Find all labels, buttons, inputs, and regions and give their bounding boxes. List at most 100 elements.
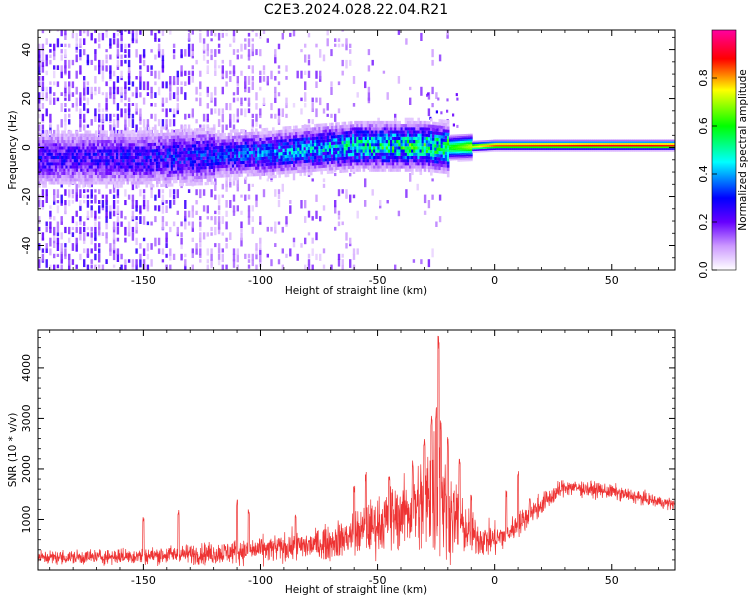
- heatmap-cell: [166, 183, 170, 187]
- heatmap-cell: [166, 170, 170, 174]
- heatmap-cell: [124, 81, 127, 89]
- heatmap-cell: [240, 167, 243, 171]
- heatmap-cell: [444, 148, 448, 152]
- heatmap-cell: [217, 259, 221, 266]
- heatmap-cell: [112, 264, 116, 268]
- heatmap-cell: [116, 216, 120, 223]
- heatmap-cell: [135, 49, 138, 58]
- heatmap-cell: [185, 135, 189, 139]
- heatmap-cell: [299, 131, 302, 135]
- heatmap-cell: [63, 159, 66, 163]
- heatmap-cell: [49, 248, 52, 256]
- heatmap-cell: [98, 43, 101, 49]
- heatmap-cell: [419, 140, 423, 144]
- heatmap-cell: [337, 216, 341, 220]
- heatmap-cell: [465, 142, 469, 145]
- heatmap-cell: [255, 160, 258, 164]
- heatmap-cell: [103, 162, 106, 166]
- heatmap-cell: [326, 103, 329, 111]
- heatmap-cell: [495, 149, 498, 152]
- heatmap-cell: [52, 146, 56, 150]
- heatmap-cell: [103, 159, 106, 163]
- heatmap-cell: [280, 148, 283, 153]
- heatmap-cell: [267, 149, 271, 154]
- heatmap-cell: [41, 189, 45, 198]
- heatmap-cell: [151, 177, 155, 181]
- heatmap-cell: [177, 170, 180, 174]
- heatmap-cell: [322, 158, 326, 162]
- heatmap-cell: [495, 139, 498, 142]
- heatmap-cell: [181, 160, 184, 164]
- heatmap-cell: [135, 76, 138, 80]
- heatmap-cell: [398, 165, 401, 169]
- heatmap-cell: [328, 154, 332, 158]
- heatmap-cell: [99, 155, 102, 160]
- heatmap-cell: [160, 161, 163, 165]
- heatmap-cell: [156, 136, 159, 140]
- heatmap-cell: [38, 81, 41, 88]
- heatmap-cell: [356, 146, 359, 150]
- heatmap-cell: [49, 30, 52, 32]
- heatmap-cell: [337, 144, 340, 148]
- heatmap-cell: [210, 169, 214, 173]
- heatmap-cell: [60, 253, 63, 261]
- heatmap-cell: [459, 139, 463, 142]
- heatmap-cell: [396, 133, 399, 137]
- heatmap-cell: [286, 129, 290, 133]
- heatmap-cell: [415, 155, 418, 160]
- heatmap-cell: [326, 30, 329, 36]
- heatmap-cell: [200, 175, 203, 179]
- heatmap-cell: [371, 155, 374, 160]
- heatmap-cell: [198, 150, 201, 154]
- heatmap-cell: [160, 142, 163, 146]
- heatmap-cell: [244, 157, 248, 161]
- heatmap-cell: [112, 221, 116, 230]
- heatmap-cell: [63, 175, 66, 179]
- heatmap-cell: [328, 170, 332, 174]
- heatmap-cell: [286, 164, 290, 168]
- heatmap-cell: [149, 133, 153, 137]
- heatmap-cell: [52, 171, 56, 175]
- heatmap-cell: [315, 108, 318, 118]
- heatmap-cell: [232, 178, 236, 186]
- heatmap-cell: [49, 113, 52, 123]
- heatmap-cell: [453, 136, 456, 138]
- heatmap-cell: [440, 151, 444, 155]
- heatmap-cell: [75, 159, 79, 163]
- heatmap-cell: [97, 149, 100, 153]
- heatmap-cell: [67, 143, 71, 147]
- heatmap-cell: [44, 143, 47, 147]
- heatmap-cell: [463, 144, 467, 147]
- heatmap-cell: [151, 152, 155, 156]
- heatmap-cell: [345, 232, 348, 241]
- heatmap-cell: [199, 92, 202, 97]
- heatmap-cell: [105, 210, 108, 218]
- heatmap-cell: [431, 194, 434, 200]
- heatmap-cell: [457, 151, 460, 154]
- heatmap-cell: [120, 140, 123, 144]
- heatmap-cell: [309, 165, 313, 169]
- heatmap-cell: [349, 165, 353, 169]
- heatmap-cell: [265, 150, 269, 154]
- heatmap-cell: [103, 171, 106, 175]
- heatmap-cell: [364, 162, 368, 166]
- heatmap-cell: [94, 181, 98, 185]
- heatmap-cell: [42, 165, 45, 169]
- heatmap-cell: [198, 166, 201, 170]
- heatmap-cell: [402, 133, 406, 137]
- heatmap-cell: [164, 135, 168, 140]
- heatmap-cell: [181, 144, 184, 148]
- heatmap-cell: [337, 147, 340, 151]
- heatmap-cell: [175, 129, 178, 133]
- heatmap-cell: [212, 181, 216, 185]
- heatmap-cell: [139, 205, 142, 214]
- heatmap-cell: [212, 175, 216, 179]
- heatmap-cell: [385, 130, 389, 134]
- heatmap-cell: [276, 165, 279, 169]
- heatmap-cell: [438, 144, 442, 148]
- heatmap-cell: [390, 127, 393, 131]
- heatmap-cell: [184, 70, 187, 76]
- heatmap-cell: [322, 248, 326, 254]
- heatmap-cell: [217, 194, 221, 201]
- heatmap-cell: [406, 117, 410, 121]
